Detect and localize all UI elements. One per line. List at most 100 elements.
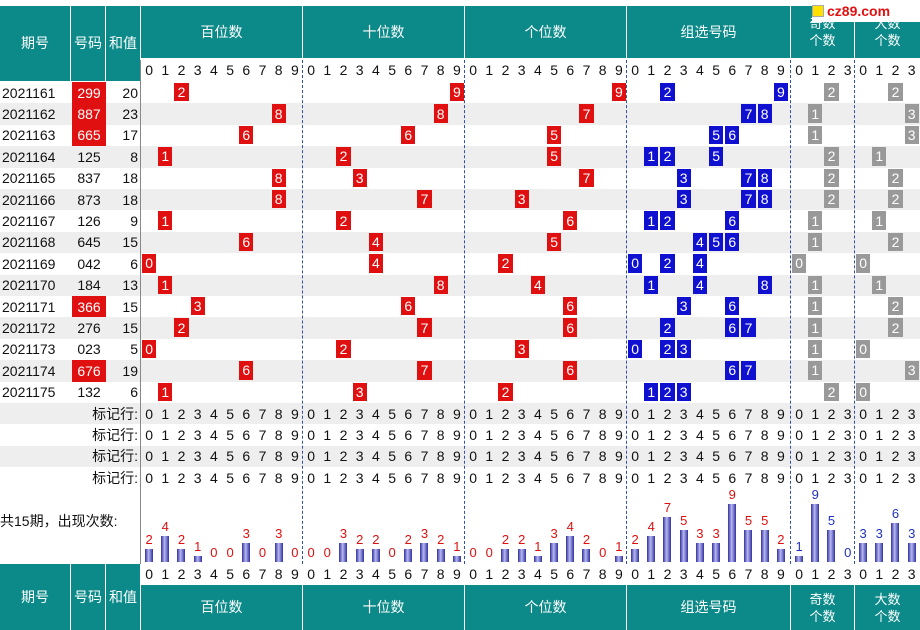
marker-digit[interactable]: 0	[795, 448, 803, 465]
marker-digit[interactable]: 4	[695, 427, 704, 444]
marker-digit[interactable]: 8	[598, 405, 607, 422]
marker-digit[interactable]: 4	[209, 427, 218, 444]
marker-digit[interactable]: 1	[875, 448, 884, 465]
marker-digit[interactable]: 0	[859, 405, 867, 422]
marker-digit[interactable]: 7	[582, 427, 591, 444]
marker-digit[interactable]: 2	[827, 448, 836, 465]
marker-digit[interactable]: 9	[776, 405, 785, 422]
marker-digit[interactable]: 6	[728, 469, 737, 486]
marker-digit[interactable]: 6	[566, 448, 575, 465]
marker-digit[interactable]: 4	[695, 448, 704, 465]
marker-digit[interactable]: 6	[728, 405, 737, 422]
marker-digit[interactable]: 5	[388, 469, 396, 486]
marker-digit[interactable]: 5	[388, 448, 396, 465]
marker-digit[interactable]: 6	[404, 427, 413, 444]
marker-digit[interactable]: 9	[290, 427, 299, 444]
marker-digit[interactable]: 5	[388, 427, 396, 444]
marker-digit[interactable]: 7	[744, 448, 753, 465]
marker-digit[interactable]: 6	[242, 448, 251, 465]
marker-digit[interactable]: 8	[274, 469, 283, 486]
marker-digit[interactable]: 1	[161, 448, 170, 465]
marker-digit[interactable]: 1	[485, 469, 494, 486]
marker-digit[interactable]: 8	[598, 469, 607, 486]
marker-digit[interactable]: 0	[145, 405, 153, 422]
marker-digit[interactable]: 9	[614, 469, 623, 486]
marker-digit[interactable]: 0	[145, 448, 153, 465]
marker-digit[interactable]: 0	[307, 427, 315, 444]
marker-digit[interactable]: 5	[712, 469, 720, 486]
marker-digit[interactable]: 1	[875, 427, 884, 444]
marker-digit[interactable]: 6	[566, 469, 575, 486]
marker-digit[interactable]: 4	[533, 427, 542, 444]
marker-digit[interactable]: 7	[420, 469, 429, 486]
marker-digit[interactable]: 3	[193, 405, 202, 422]
marker-digit[interactable]: 5	[226, 427, 234, 444]
marker-digit[interactable]: 3	[907, 469, 916, 486]
marker-digit[interactable]: 1	[875, 405, 884, 422]
marker-digit[interactable]: 8	[598, 427, 607, 444]
marker-digit[interactable]: 2	[501, 427, 510, 444]
marker-digit[interactable]: 4	[371, 405, 380, 422]
marker-digit[interactable]: 3	[679, 427, 688, 444]
marker-digit[interactable]: 9	[290, 448, 299, 465]
marker-digit[interactable]: 2	[339, 427, 348, 444]
marker-digit[interactable]: 7	[420, 405, 429, 422]
marker-digit[interactable]: 7	[258, 448, 267, 465]
marker-digit[interactable]: 1	[161, 427, 170, 444]
marker-digit[interactable]: 3	[517, 469, 526, 486]
marker-digit[interactable]: 3	[355, 469, 364, 486]
marker-digit[interactable]: 6	[242, 427, 251, 444]
marker-digit[interactable]: 5	[550, 448, 558, 465]
marker-digit[interactable]: 3	[193, 427, 202, 444]
marker-digit[interactable]: 5	[226, 448, 234, 465]
marker-digit[interactable]: 2	[827, 405, 836, 422]
marker-digit[interactable]: 2	[339, 469, 348, 486]
marker-digit[interactable]: 3	[679, 405, 688, 422]
marker-digit[interactable]: 7	[744, 469, 753, 486]
marker-digit[interactable]: 2	[663, 448, 672, 465]
marker-digit[interactable]: 2	[501, 405, 510, 422]
marker-digit[interactable]: 1	[485, 448, 494, 465]
marker-digit[interactable]: 3	[517, 405, 526, 422]
marker-digit[interactable]: 8	[274, 427, 283, 444]
marker-digit[interactable]: 6	[242, 405, 251, 422]
marker-digit[interactable]: 8	[760, 469, 769, 486]
marker-digit[interactable]: 1	[647, 448, 656, 465]
marker-digit[interactable]: 2	[663, 469, 672, 486]
marker-digit[interactable]: 7	[420, 448, 429, 465]
marker-digit[interactable]: 5	[226, 405, 234, 422]
marker-digit[interactable]: 3	[355, 405, 364, 422]
marker-digit[interactable]: 9	[452, 448, 461, 465]
marker-digit[interactable]: 2	[177, 469, 186, 486]
marker-digit[interactable]: 2	[177, 448, 186, 465]
marker-digit[interactable]: 6	[728, 448, 737, 465]
marker-digit[interactable]: 2	[827, 427, 836, 444]
marker-digit[interactable]: 4	[209, 405, 218, 422]
marker-digit[interactable]: 9	[614, 427, 623, 444]
marker-digit[interactable]: 3	[193, 448, 202, 465]
marker-digit[interactable]: 3	[907, 448, 916, 465]
marker-digit[interactable]: 5	[226, 469, 234, 486]
marker-digit[interactable]: 9	[776, 469, 785, 486]
marker-digit[interactable]: 7	[258, 405, 267, 422]
marker-digit[interactable]: 7	[258, 427, 267, 444]
marker-digit[interactable]: 8	[760, 405, 769, 422]
marker-digit[interactable]: 3	[843, 405, 852, 422]
marker-digit[interactable]: 3	[517, 448, 526, 465]
marker-digit[interactable]: 0	[469, 427, 477, 444]
marker-digit[interactable]: 5	[550, 469, 558, 486]
marker-digit[interactable]: 0	[631, 469, 639, 486]
marker-digit[interactable]: 9	[452, 427, 461, 444]
marker-digit[interactable]: 7	[744, 405, 753, 422]
marker-digit[interactable]: 7	[744, 427, 753, 444]
marker-digit[interactable]: 4	[695, 405, 704, 422]
marker-digit[interactable]: 0	[859, 469, 867, 486]
marker-digit[interactable]: 1	[811, 427, 820, 444]
marker-digit[interactable]: 2	[501, 448, 510, 465]
marker-digit[interactable]: 1	[647, 469, 656, 486]
marker-digit[interactable]: 1	[323, 405, 332, 422]
marker-digit[interactable]: 1	[811, 405, 820, 422]
marker-digit[interactable]: 2	[177, 405, 186, 422]
marker-digit[interactable]: 6	[566, 405, 575, 422]
marker-digit[interactable]: 1	[647, 405, 656, 422]
